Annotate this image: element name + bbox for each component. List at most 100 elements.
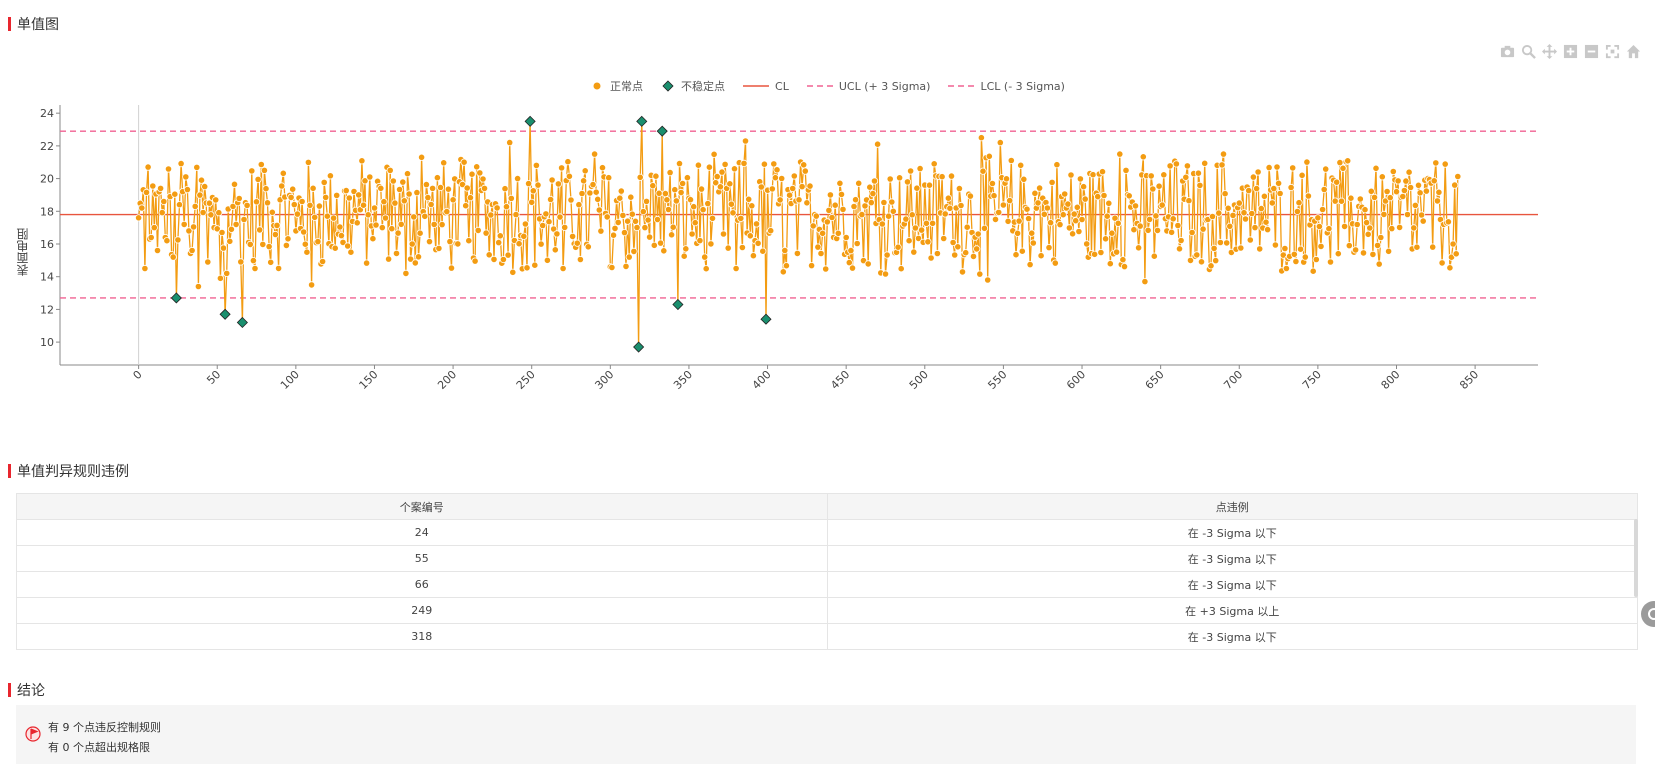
normal-point: [745, 195, 753, 203]
table-row[interactable]: 318 在 -3 Sigma 以下: [17, 623, 1637, 649]
normal-point: [1045, 244, 1053, 252]
title-marker: [8, 683, 11, 697]
normal-point: [928, 219, 937, 227]
normal-point: [826, 191, 835, 199]
normal-point: [215, 209, 223, 217]
normal-point: [1270, 185, 1278, 193]
normal-point: [782, 262, 791, 270]
normal-point: [578, 189, 586, 198]
table-scrollbar[interactable]: [1634, 519, 1638, 597]
normal-point: [212, 196, 220, 204]
normal-point: [1135, 244, 1143, 252]
normal-point: [289, 185, 297, 193]
camera-icon[interactable]: [1500, 44, 1515, 59]
normal-point: [1430, 177, 1438, 185]
normal-point: [655, 189, 663, 197]
normal-point: [1262, 218, 1270, 226]
legend-ucl[interactable]: UCL (+ 3 Sigma): [806, 78, 931, 94]
normal-point: [476, 169, 484, 177]
conclusion-violations: 有 9 个点违反控制规则: [48, 721, 161, 734]
autoscale-icon[interactable]: [1605, 44, 1620, 59]
zoom-out-icon[interactable]: [1584, 44, 1599, 59]
legend-unstable[interactable]: 不稳定点: [661, 78, 725, 94]
header-violation[interactable]: 点违例: [826, 494, 1638, 519]
normal-point: [814, 243, 822, 251]
normal-point: [440, 159, 448, 167]
zoom-icon[interactable]: [1521, 44, 1536, 59]
x-tick-label: 550: [985, 368, 1009, 392]
normal-point: [605, 174, 613, 182]
unstable-point: [760, 313, 772, 325]
normal-point: [1290, 250, 1298, 258]
normal-point: [311, 213, 319, 221]
normal-point: [507, 194, 515, 203]
normal-point: [1422, 187, 1431, 195]
normal-point: [267, 258, 275, 266]
normal-point: [559, 264, 567, 273]
normal-point: [468, 170, 476, 178]
normal-point: [501, 185, 509, 193]
normal-point: [532, 161, 541, 170]
table-row[interactable]: 249 在 +3 Sigma 以上: [17, 597, 1637, 623]
case-id-cell: 55: [414, 552, 429, 565]
case-id-cell: 66: [414, 578, 429, 591]
normal-point: [1136, 222, 1144, 230]
normal-point: [1446, 264, 1454, 272]
normal-point: [1196, 181, 1204, 190]
header-case-id[interactable]: 个案编号: [399, 500, 444, 514]
normal-point: [1122, 166, 1130, 175]
normal-point: [381, 214, 390, 222]
normal-point: [1301, 253, 1309, 261]
normal-point: [866, 183, 874, 191]
normal-point: [1103, 212, 1111, 220]
normal-point: [584, 243, 592, 251]
normal-point: [922, 219, 931, 227]
table-row[interactable]: 66 在 -3 Sigma 以下: [17, 571, 1637, 597]
normal-point: [1345, 242, 1353, 250]
legend-normal-label: 正常点: [610, 80, 644, 93]
normal-point: [362, 259, 371, 267]
legend-ucl-label: UCL (+ 3 Sigma): [838, 79, 931, 93]
normal-point: [557, 164, 566, 172]
normal-point: [905, 237, 913, 245]
normal-point: [339, 238, 347, 246]
normal-point: [809, 222, 817, 230]
individual-value-chart[interactable]: 10 12 14 16 18 20 22 24 0 50 100 150 200 250 300 350 400…: [0, 100, 1655, 420]
legend-cl[interactable]: CL: [743, 78, 789, 94]
normal-point: [990, 192, 998, 200]
normal-point: [861, 202, 869, 210]
normal-point: [344, 242, 352, 250]
normal-point: [1370, 193, 1379, 202]
legend-normal[interactable]: 正常点: [590, 78, 643, 94]
normal-point: [641, 224, 649, 232]
normal-point: [1185, 197, 1193, 205]
normal-point: [1141, 278, 1149, 286]
case-id-cell: 24: [414, 526, 429, 539]
normal-point: [259, 240, 267, 248]
table-row[interactable]: 55 在 -3 Sigma 以下: [17, 545, 1637, 571]
unstable-point: [170, 292, 182, 304]
normal-point: [620, 229, 629, 237]
normal-point: [719, 230, 728, 238]
table-row[interactable]: 24 在 -3 Sigma 以下: [17, 519, 1637, 545]
normal-point: [727, 200, 736, 208]
normal-point: [460, 158, 468, 166]
normal-point: [1396, 223, 1404, 232]
home-icon[interactable]: [1626, 44, 1641, 59]
unstable-point: [219, 308, 231, 320]
normal-point: [164, 165, 173, 173]
normal-point: [1218, 161, 1226, 169]
normal-point: [174, 236, 182, 244]
normal-point: [1237, 244, 1245, 252]
normal-point: [713, 173, 721, 181]
normal-point: [191, 202, 199, 211]
zoom-in-icon[interactable]: [1563, 44, 1578, 59]
floating-help-button[interactable]: [1641, 601, 1655, 627]
pan-icon[interactable]: [1542, 44, 1557, 59]
legend-lcl[interactable]: LCL (- 3 Sigma): [948, 78, 1065, 94]
normal-point: [331, 244, 339, 252]
normal-point: [1072, 217, 1080, 225]
normal-point: [482, 229, 490, 237]
normal-point: [537, 240, 545, 248]
normal-point: [616, 194, 624, 202]
